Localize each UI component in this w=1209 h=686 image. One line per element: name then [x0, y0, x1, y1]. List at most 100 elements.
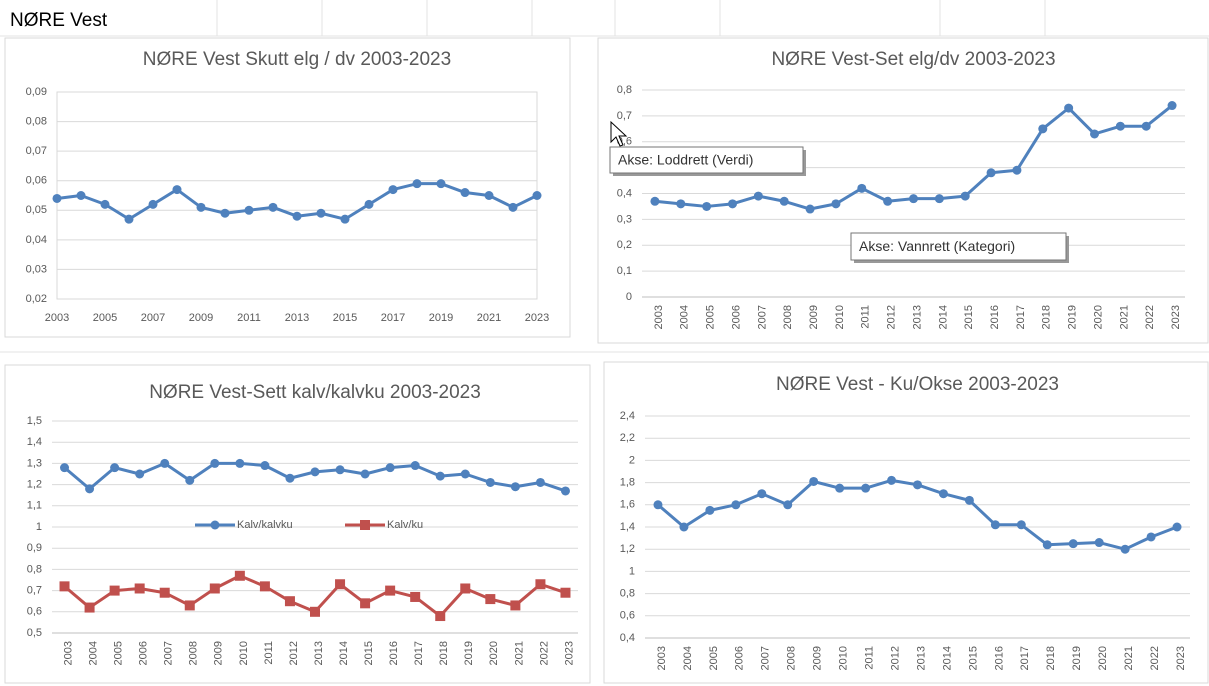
- data-point: [857, 183, 867, 193]
- tooltip-text: Akse: Loddrett (Verdi): [618, 152, 753, 168]
- sheet-header: NØRE Vest: [10, 10, 108, 31]
- y-tick-label: 0,02: [26, 293, 47, 305]
- data-point: [436, 179, 446, 189]
- y-tick-label: 0,08: [26, 115, 47, 127]
- data-point: [990, 520, 1000, 530]
- x-tick-label: 2020: [1092, 305, 1104, 329]
- data-point: [360, 469, 370, 479]
- x-tick-label: 2007: [163, 641, 175, 665]
- chart: NØRE Vest - Ku/Okse 2003-2023 0,4 0,6 0,8 1 1…: [603, 361, 1209, 684]
- data-point: [292, 211, 302, 221]
- data-point: [59, 581, 70, 592]
- data-point: [410, 591, 421, 602]
- y-tick-label: 0,03: [26, 263, 47, 275]
- data-point: [52, 193, 62, 203]
- data-point: [340, 214, 350, 224]
- tooltip-box: [850, 232, 1067, 261]
- data-point: [757, 489, 767, 499]
- y-tick-label: 1,6: [620, 499, 635, 511]
- x-tick-label: 2005: [93, 312, 117, 324]
- data-point: [753, 191, 763, 201]
- data-point: [135, 469, 145, 479]
- data-point: [783, 500, 793, 510]
- x-tick-label: 2008: [782, 305, 794, 329]
- data-point: [160, 458, 170, 468]
- x-tick-label: 2018: [438, 641, 450, 665]
- x-tick-label: 2007: [141, 312, 165, 324]
- x-tick-label: 2019: [1067, 305, 1079, 329]
- data-point: [679, 522, 689, 532]
- y-tick-label: 0,6: [27, 606, 42, 618]
- x-tick-label: 2022: [1144, 305, 1156, 329]
- x-tick-label: 2004: [87, 641, 99, 665]
- x-tick-label: 2018: [1045, 646, 1057, 670]
- x-tick-label: 2013: [285, 312, 309, 324]
- chart-title: NØRE Vest Skutt elg / dv 2003-2023: [143, 49, 451, 70]
- x-tick-label: 2011: [864, 646, 876, 670]
- x-tick-label: 2006: [730, 305, 742, 329]
- chart-title: NØRE Vest-Sett kalv/kalvku 2003-2023: [149, 382, 481, 403]
- y-tick-label: 0,06: [26, 175, 47, 187]
- data-point: [185, 475, 195, 485]
- data-point: [60, 463, 70, 473]
- data-point: [676, 199, 686, 209]
- data-point: [460, 188, 470, 198]
- data-point: [109, 585, 120, 596]
- x-tick-label: 2019: [429, 312, 453, 324]
- x-tick-label: 2011: [263, 641, 275, 665]
- legend-marker: [210, 520, 220, 530]
- x-tick-label: 2016: [989, 305, 1001, 329]
- data-point: [485, 594, 496, 605]
- x-tick-label: 2004: [682, 646, 694, 670]
- x-tick-label: 2009: [812, 646, 824, 670]
- data-point: [310, 467, 320, 477]
- chart-frame: [4, 364, 591, 684]
- x-tick-label: 2003: [62, 641, 74, 665]
- x-tick-label: 2007: [756, 305, 768, 329]
- data-point: [1167, 101, 1177, 111]
- y-tick-label: 0,09: [26, 86, 47, 98]
- x-tick-label: 2008: [786, 646, 798, 670]
- x-tick-label: 2020: [1097, 646, 1109, 670]
- data-point: [861, 483, 871, 493]
- x-tick-label: 2007: [760, 646, 772, 670]
- y-tick-label: 0,7: [617, 110, 632, 122]
- data-point: [84, 602, 95, 613]
- x-tick-label: 2010: [838, 646, 850, 670]
- data-point: [986, 168, 996, 178]
- x-tick-label: 2008: [188, 641, 200, 665]
- data-point: [316, 208, 326, 218]
- y-tick-label: 1,2: [27, 479, 42, 491]
- x-tick-label: 2006: [734, 646, 746, 670]
- data-point: [1064, 103, 1074, 113]
- x-tick-label: 2020: [488, 641, 500, 665]
- x-tick-label: 2022: [1149, 646, 1161, 670]
- y-tick-label: 0,3: [617, 213, 632, 225]
- data-point: [412, 179, 422, 189]
- x-tick-label: 2015: [963, 305, 975, 329]
- y-tick-label: 0,8: [620, 588, 635, 600]
- y-tick-label: 0,04: [26, 234, 47, 246]
- data-point: [110, 463, 120, 473]
- x-tick-label: 2017: [1019, 646, 1031, 670]
- data-point: [1042, 540, 1052, 550]
- chart-frame: [603, 361, 1209, 684]
- data-point: [1038, 124, 1048, 134]
- data-point: [1012, 165, 1022, 175]
- y-tick-label: 0,2: [617, 239, 632, 251]
- x-tick-label: 2021: [1123, 646, 1135, 670]
- chart: NØRE Vest Skutt elg / dv 2003-2023 0,02 0,…: [4, 37, 571, 338]
- data-point: [100, 199, 110, 209]
- legend-label: Kalv/kalvku: [237, 519, 293, 531]
- data-point: [435, 611, 446, 622]
- data-point: [964, 495, 974, 505]
- x-tick-label: 2016: [993, 646, 1005, 670]
- data-point: [335, 579, 346, 590]
- data-point: [235, 458, 245, 468]
- data-point: [124, 214, 134, 224]
- x-tick-label: 2010: [834, 305, 846, 329]
- data-point: [310, 606, 320, 617]
- x-tick-label: 2019: [1071, 646, 1083, 670]
- chart-title: NØRE Vest-Set elg/dv 2003-2023: [771, 49, 1055, 70]
- data-point: [460, 583, 471, 594]
